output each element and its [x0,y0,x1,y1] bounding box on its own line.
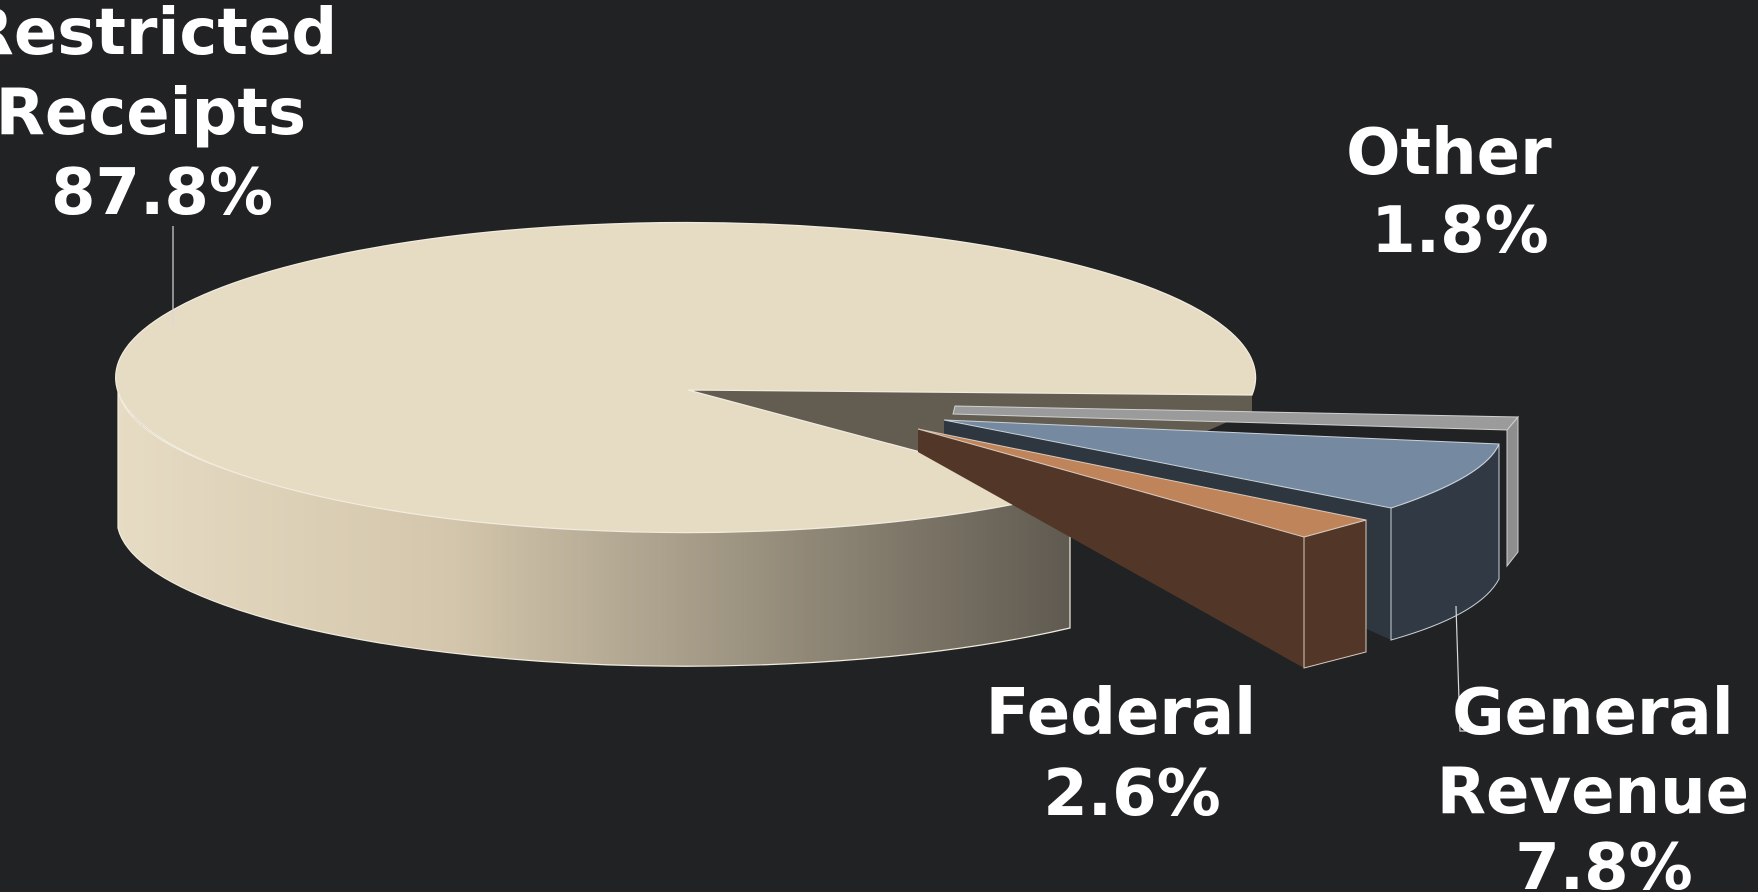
slice-federal-side [1303,519,1367,669]
slice-restricted-receipts-top [115,221,1257,534]
label-other-name: Other [1346,116,1552,190]
slice-federal-inner-wall [918,429,1304,668]
label-federal: Federal 2.6% [986,676,1279,831]
label-restricted-receipts-line1: Restricted [0,0,337,70]
label-other-value: 1.8% [1371,194,1549,268]
label-federal-name: Federal [986,676,1256,750]
label-general-revenue-line1: General [1452,676,1734,750]
label-general-revenue-line2: Revenue [1437,755,1749,829]
label-general-revenue-value: 7.8% [1515,831,1693,892]
slice-other-top [952,405,1520,431]
slice-other [952,405,1520,568]
slice-general-revenue-top [943,419,1500,509]
slice-federal-top [917,428,1367,538]
label-federal-value: 2.6% [1043,757,1221,831]
label-general-revenue: General Revenue 7.8% [1437,676,1758,892]
slice-federal [917,428,1367,669]
label-restricted-receipts: Restricted Receipts 87.8% [0,0,359,230]
slice-other-side [1506,415,1519,568]
label-restricted-receipts-value: 87.8% [51,156,273,230]
label-other: Other 1.8% [1346,116,1574,268]
label-restricted-receipts-line2: Receipts [0,76,306,150]
leader-line-general-revenue [1455,605,1474,732]
